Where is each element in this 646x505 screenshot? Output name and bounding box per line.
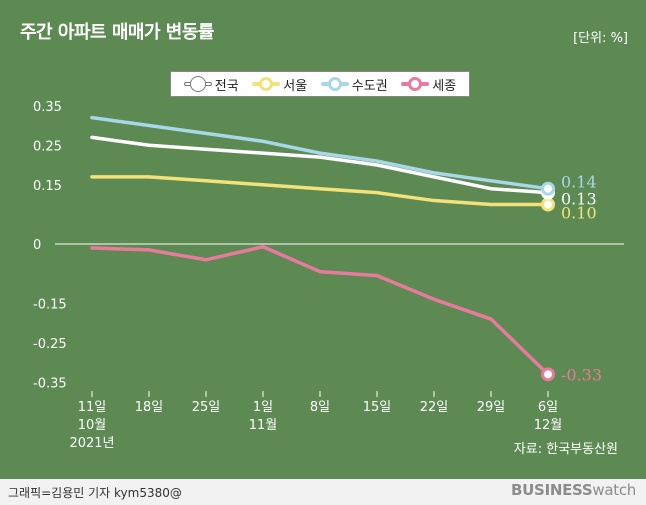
x-tick-label: 22일 bbox=[420, 400, 449, 415]
legend-item-seoul: 서울 bbox=[252, 75, 307, 94]
x-tick-label: 1일 bbox=[253, 400, 273, 415]
footer-bar bbox=[0, 479, 646, 505]
brand-logo-light: watch bbox=[592, 481, 636, 499]
x-tick-label: 10월 bbox=[78, 418, 107, 433]
series-line-sejong bbox=[90, 245, 550, 377]
legend-marker-national bbox=[183, 77, 212, 91]
legend: 전국 서울 수도권 세종 bbox=[170, 71, 470, 97]
legend-marker-sejong bbox=[401, 77, 430, 91]
series-line-national bbox=[90, 135, 550, 195]
brand-logo: BUSINESSwatch bbox=[511, 481, 636, 499]
source-note: 자료: 한국부동산원 bbox=[513, 442, 618, 457]
x-tick-label: 6일 bbox=[538, 400, 558, 415]
legend-label-seoul: 서울 bbox=[283, 78, 308, 94]
legend-marker-capital-area bbox=[320, 77, 349, 91]
end-marker-sejong bbox=[541, 367, 555, 382]
x-tick-label: 18일 bbox=[135, 400, 164, 415]
x-tick-label: 2021년 bbox=[69, 436, 114, 451]
x-tick-label: 12월 bbox=[534, 418, 563, 433]
x-tick-label: 8일 bbox=[310, 400, 330, 415]
end-value-label-seoul: 0.10 bbox=[561, 204, 597, 223]
end-value-label-national: 0.13 bbox=[561, 190, 597, 209]
graphic-credit: 그래픽=김용민 기자 kym5380@ bbox=[8, 486, 182, 500]
series-line-capital-area bbox=[90, 115, 550, 191]
chart-title: 주간 아파트 매매가 변동률 bbox=[20, 22, 214, 43]
y-tick-label: 0.25 bbox=[33, 139, 62, 154]
legend-item-capital-area: 수도권 bbox=[320, 75, 388, 94]
y-tick-label: 0 bbox=[33, 238, 41, 253]
legend-label-national: 전국 bbox=[214, 78, 239, 94]
y-tick-label: -0.25 bbox=[33, 337, 67, 352]
y-tick-label: 0.35 bbox=[33, 100, 62, 115]
y-tick-label: -0.15 bbox=[33, 297, 67, 312]
y-tick-label: -0.35 bbox=[33, 376, 67, 391]
x-tick-label: 25일 bbox=[192, 400, 221, 415]
end-value-label-sejong: -0.33 bbox=[561, 365, 602, 384]
end-marker-capital-area bbox=[541, 181, 555, 196]
y-tick-label: 0.15 bbox=[33, 179, 62, 194]
legend-item-sejong: 세종 bbox=[401, 75, 456, 94]
legend-item-national: 전국 bbox=[183, 75, 239, 94]
brand-logo-bold: BUSINESS bbox=[511, 481, 593, 499]
legend-label-capital-area: 수도권 bbox=[351, 78, 388, 94]
end-value-label-capital-area: 0.14 bbox=[561, 173, 597, 192]
legend-label-sejong: 세종 bbox=[432, 78, 457, 94]
x-tick-label: 11월 bbox=[249, 418, 278, 433]
x-tick-label: 15일 bbox=[363, 400, 392, 415]
legend-marker-seoul bbox=[252, 77, 281, 91]
unit-label: [단위: %] bbox=[573, 31, 628, 46]
end-marker-seoul bbox=[541, 197, 555, 212]
series-line-seoul bbox=[90, 175, 550, 207]
x-tick-label: 11일 bbox=[78, 400, 107, 415]
plot-area: 0.35 0.25 0.15 0 -0.15 -0.25 -0.35 11일 10월 2021년 1… bbox=[33, 100, 624, 451]
x-tick-label: 29일 bbox=[477, 400, 506, 415]
